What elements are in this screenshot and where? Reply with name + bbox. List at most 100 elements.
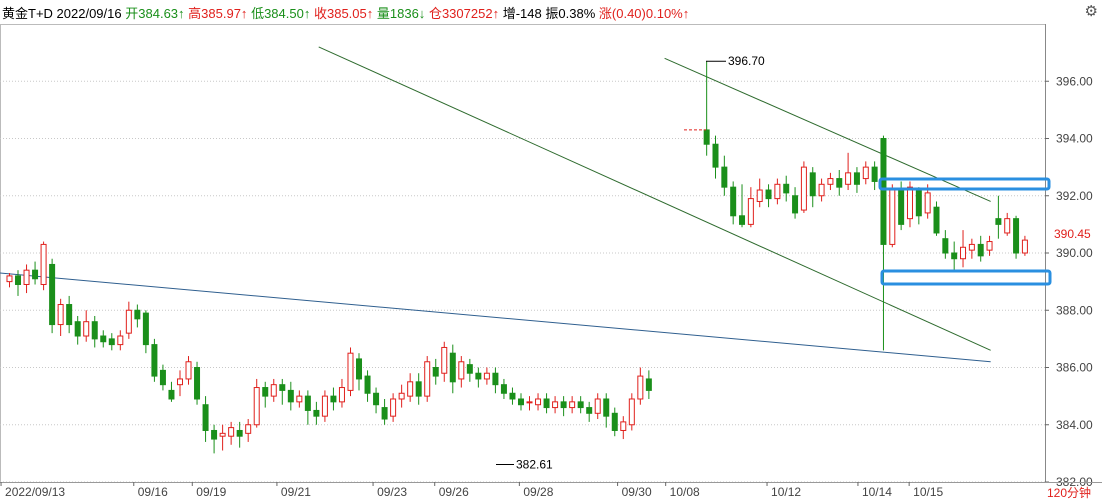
open-interest-value: 3307252↑ <box>441 6 500 21</box>
gear-icon[interactable]: ⚙ <box>1084 3 1098 20</box>
candle-down <box>475 372 482 380</box>
x-tick-label: 10/14 <box>862 485 892 499</box>
candle-up <box>424 361 431 397</box>
close-value: 385.05↑ <box>326 6 374 21</box>
candle-down <box>330 395 337 403</box>
grid-lines <box>0 24 1046 483</box>
candle-up <box>862 166 869 180</box>
candle-down <box>880 138 887 245</box>
candle-down <box>853 172 860 185</box>
candle-down <box>517 398 524 406</box>
candle-up <box>924 192 931 214</box>
x-tick-label: 09/19 <box>196 485 226 499</box>
candle-down <box>287 389 294 403</box>
candle-up <box>6 275 13 283</box>
last-price-label: 390.45 <box>1054 227 1091 241</box>
price-axis: 396.00 394.00 392.00 390.00 388.00 386.00 384.… <box>1045 74 1093 489</box>
candle-down <box>730 186 737 217</box>
low-label: 低 <box>251 6 265 21</box>
low-value: 384.50↑ <box>264 6 311 21</box>
candle-up <box>986 241 993 251</box>
candle-down <box>134 309 141 320</box>
candle-down <box>415 381 422 397</box>
candle-down <box>951 252 958 260</box>
candle-up <box>321 395 328 417</box>
candle-down <box>933 206 940 234</box>
y-tick-label: 388.00 <box>1056 303 1093 317</box>
candle-down <box>364 375 371 394</box>
candle-up <box>774 183 781 200</box>
candle-up <box>620 421 627 431</box>
candle-down <box>356 358 363 380</box>
x-tick-label: 2022/09/13 <box>5 485 65 499</box>
open-label: 开 <box>125 6 139 21</box>
candle-up <box>818 183 825 197</box>
candle-down <box>1013 218 1020 254</box>
low-annotation: 382.61 <box>516 458 553 472</box>
time-axis: 2022/09/13 09/16 09/19 09/21 09/23 09/26 09/28… <box>0 482 1102 500</box>
candle-down <box>645 378 652 391</box>
candle-down <box>381 407 388 420</box>
candle-down <box>313 409 320 417</box>
y-tick-label: 392.00 <box>1056 189 1093 203</box>
candle-down <box>712 143 719 168</box>
candle-up <box>117 335 124 346</box>
candle-down <box>32 269 39 280</box>
x-tick-label: 09/21 <box>281 485 311 499</box>
candle-down <box>577 401 584 409</box>
change-value: (0.40)0.10%↑ <box>611 6 690 21</box>
candle-down <box>466 364 473 374</box>
candle-up <box>552 401 559 409</box>
candle-up <box>228 427 235 437</box>
candle-down <box>509 392 516 400</box>
candles-layer <box>6 61 1028 454</box>
candle-up <box>185 361 192 380</box>
candle-down <box>739 215 746 225</box>
x-tick-label: 10/08 <box>670 485 700 499</box>
candle-up <box>296 395 303 403</box>
y-tick-label: 394.00 <box>1056 132 1093 146</box>
candle-up <box>398 392 405 400</box>
candle-up <box>270 384 277 397</box>
candle-up <box>845 172 852 185</box>
candle-up <box>747 198 754 225</box>
candle-up <box>83 321 90 337</box>
support-box <box>880 269 1052 286</box>
volume-label: 量 <box>376 6 390 21</box>
candle-up <box>526 401 533 404</box>
candle-down <box>151 344 158 377</box>
candle-down <box>373 392 380 406</box>
candle-down <box>915 189 922 217</box>
candle-up <box>1004 218 1011 234</box>
candle-up <box>125 309 132 334</box>
candle-down <box>194 367 201 400</box>
x-tick-label: 09/26 <box>439 485 469 499</box>
candle-up <box>40 243 47 285</box>
candle-up <box>176 378 183 386</box>
candle-down <box>449 352 456 383</box>
candle-up <box>1021 239 1028 254</box>
candle-up <box>628 398 635 426</box>
candle-up <box>535 398 542 406</box>
candle-down <box>492 372 499 386</box>
change-label: 涨 <box>598 6 612 21</box>
y-tick-label: 384.00 <box>1056 418 1093 432</box>
instrument-name: 黄金T+D <box>2 6 53 21</box>
open-value: 384.63↑ <box>138 6 185 21</box>
candle-down <box>211 429 218 440</box>
quote-date: 2022/09/16 <box>56 6 122 21</box>
candle-down <box>977 243 984 257</box>
candle-down <box>560 401 567 409</box>
open-interest-label: 仓 <box>428 6 442 21</box>
candle-up <box>960 246 967 260</box>
y-tick-label: 386.00 <box>1056 361 1093 375</box>
candle-down <box>202 404 209 431</box>
x-tick-label: 09/23 <box>377 485 407 499</box>
candle-down <box>74 321 81 337</box>
candle-down <box>783 183 790 194</box>
candle-down <box>236 429 243 437</box>
candle-up <box>483 372 490 380</box>
candle-up <box>637 375 644 400</box>
